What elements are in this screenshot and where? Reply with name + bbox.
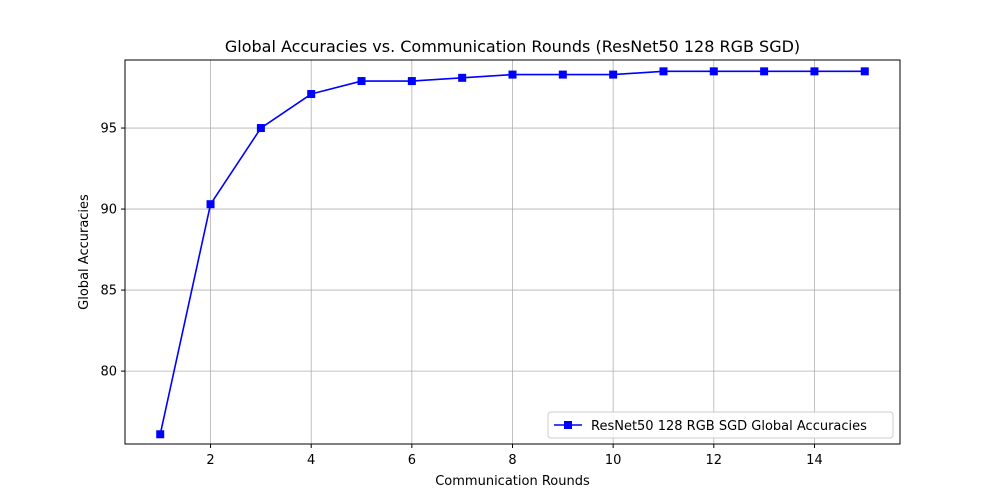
- data-point-marker: [558, 70, 567, 79]
- data-point-marker: [156, 430, 165, 439]
- data-point-marker: [860, 67, 869, 76]
- legend: ResNet50 128 RGB SGD Global Accuracies: [547, 411, 894, 439]
- data-point-marker: [458, 73, 467, 82]
- data-point-marker: [307, 90, 316, 99]
- y-tick-label: 95: [100, 122, 117, 137]
- y-tick-label: 90: [100, 203, 117, 218]
- x-tick-label: 4: [307, 453, 315, 468]
- legend-marker-swatch: [564, 421, 572, 429]
- x-tick-label: 2: [206, 453, 214, 468]
- legend-box: [547, 411, 894, 439]
- y-axis-ticks: 80 85 90 95: [100, 122, 125, 380]
- data-point-marker: [709, 67, 718, 76]
- y-tick-label: 80: [100, 365, 117, 380]
- chart-title: Global Accuracies vs. Communication Roun…: [225, 37, 800, 56]
- series-marker-layer: [156, 67, 869, 439]
- data-point-marker: [810, 67, 819, 76]
- x-tick-label: 6: [408, 453, 416, 468]
- data-point-marker: [206, 200, 215, 209]
- legend-label: ResNet50 128 RGB SGD Global Accuracies: [591, 419, 867, 434]
- data-point-marker: [760, 67, 769, 76]
- data-point-marker: [609, 70, 618, 79]
- data-point-marker: [508, 70, 517, 79]
- data-point-marker: [256, 124, 265, 133]
- x-axis-ticks: 2 4 6 8 10 12 14: [206, 444, 823, 468]
- x-axis-label: Communication Rounds: [435, 474, 590, 489]
- data-point-marker: [659, 67, 668, 76]
- y-tick-label: 85: [100, 284, 117, 299]
- x-tick-label: 12: [706, 453, 723, 468]
- data-point-marker: [407, 77, 416, 86]
- y-axis-label: Global Accuracies: [77, 194, 92, 310]
- grid: [125, 60, 900, 444]
- x-tick-label: 10: [605, 453, 622, 468]
- x-tick-label: 8: [508, 453, 516, 468]
- data-point-marker: [357, 77, 366, 86]
- x-tick-label: 14: [806, 453, 823, 468]
